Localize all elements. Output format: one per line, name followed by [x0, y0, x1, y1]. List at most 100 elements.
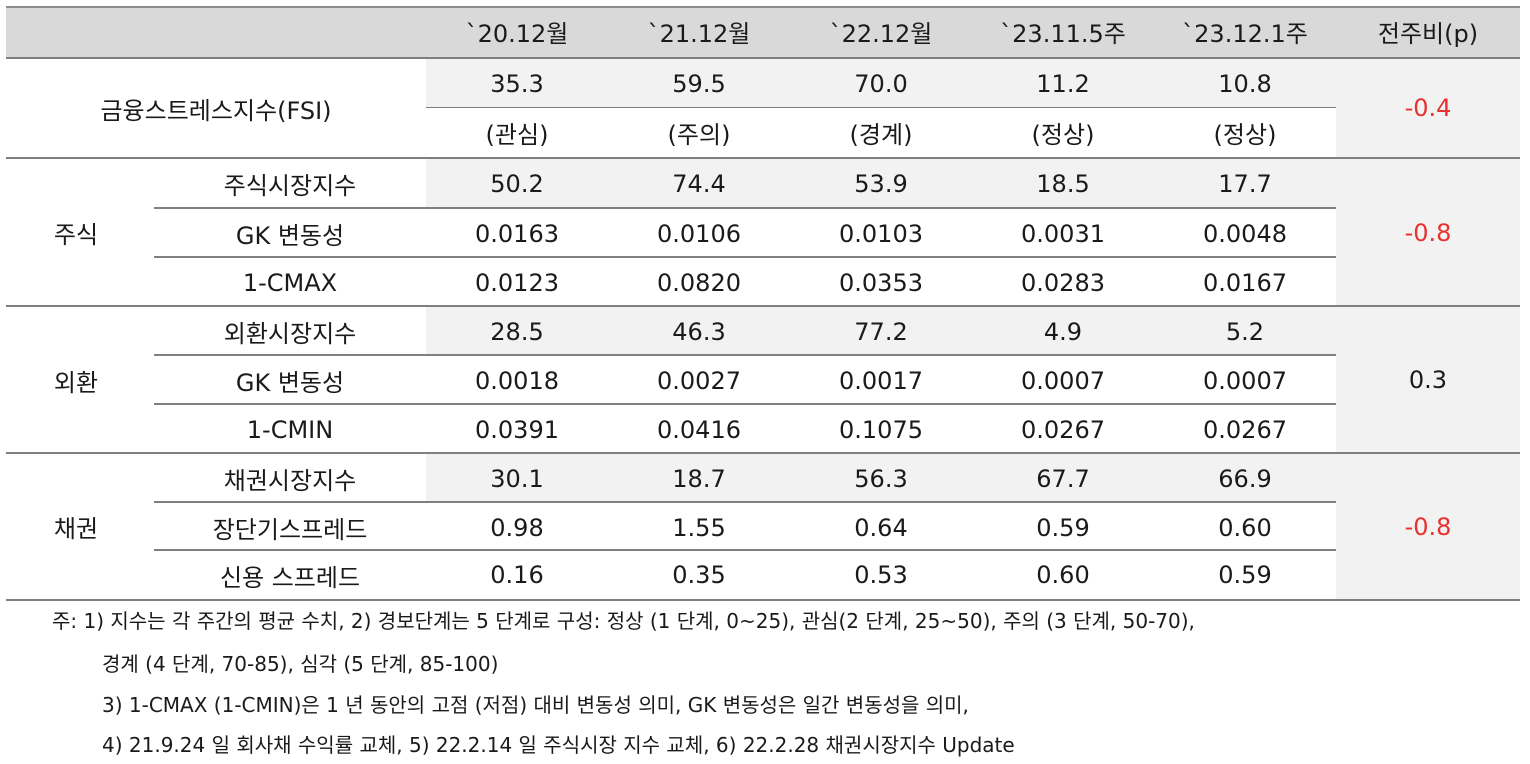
row-value: 0.0031: [1021, 219, 1105, 248]
row-value: 0.0267: [1203, 415, 1287, 444]
header-col-2012: `20.12월: [465, 20, 569, 48]
row-rule: [154, 549, 1336, 551]
row-label: 채권시장지수: [223, 467, 357, 495]
fsi-value: 59.5: [672, 69, 726, 98]
row-label: 1-CMAX: [242, 268, 338, 297]
fsi-bottom-rule: [6, 157, 1520, 159]
row-rule: [154, 256, 1336, 258]
table-row: 신용 스프레드 0.16 0.35 0.53 0.60 0.59: [6, 551, 1520, 599]
row-label: 신용 스프레드: [219, 563, 361, 592]
fsi-change: -0.4: [1404, 94, 1452, 122]
header-col-change: 전주비(p): [1377, 20, 1479, 48]
row-label: 주식시장지수: [223, 172, 357, 200]
row-value: 0.59: [1036, 513, 1090, 542]
row-rule: [154, 207, 1336, 209]
row-value: 0.0416: [657, 415, 741, 444]
header-col-2112: `21.12월: [647, 20, 751, 48]
header-top-rule: [6, 6, 1520, 8]
row-rule: [154, 501, 1336, 503]
fsi-values-shade: [426, 59, 1336, 108]
fsi-values-row: 35.3 59.5 70.0 11.2 10.8: [6, 59, 1520, 108]
fsi-label: 금융스트레스지수(FSI): [100, 96, 332, 125]
footnote-line-3: 3) 1-CMAX (1-CMIN)은 1 년 동안의 고점 (저점) 대비 변…: [102, 693, 969, 717]
row-value: 4.9: [1043, 317, 1083, 346]
group-label-bond: 채권: [53, 515, 99, 543]
row-value: 28.5: [490, 317, 544, 346]
row-value: 0.0007: [1021, 366, 1105, 395]
fsi-status: (관심): [485, 121, 549, 149]
row-value: 0.60: [1036, 561, 1090, 589]
row-value: 1.55: [672, 513, 726, 542]
row-value: 66.9: [1218, 464, 1272, 493]
row-value: 0.0391: [475, 415, 559, 444]
row-value: 0.1075: [839, 415, 923, 444]
table-row: GK 변동성 0.0018 0.0027 0.0017 0.0007 0.000…: [6, 356, 1520, 405]
row-value: 0.0103: [839, 219, 923, 248]
footnote-line-1: 주: 1) 지수는 각 주간의 평균 수치, 2) 경보단계는 5 단계로 구성…: [52, 609, 1195, 633]
row-value: 0.0007: [1203, 366, 1287, 395]
row-value: 56.3: [854, 464, 908, 493]
row-value: 0.64: [854, 513, 908, 542]
row-value: 0.35: [672, 561, 726, 589]
group-change-fx: 0.3: [1408, 366, 1448, 394]
row-value: 18.7: [672, 464, 726, 493]
table-row: 1-CMAX 0.0123 0.0820 0.0353 0.0283 0.016…: [6, 258, 1520, 307]
row-label: 1-CMIN: [246, 415, 334, 444]
fsi-status: (정상): [1213, 121, 1277, 149]
footnote-line-4: 4) 21.9.24 일 회사채 수익률 교체, 5) 22.2.14 일 주식…: [102, 733, 1015, 757]
fsi-status: (주의): [667, 121, 731, 149]
row-value: 46.3: [672, 317, 726, 346]
table-row: 외환시장지수 28.5 46.3 77.2 4.9 5.2: [6, 307, 1520, 356]
bond-index-shade: [426, 454, 1336, 503]
table-row: 장단기스프레드 0.98 1.55 0.64 0.59 0.60: [6, 503, 1520, 552]
row-value: 0.0048: [1203, 219, 1287, 248]
fsi-value: 11.2: [1036, 69, 1090, 98]
table-row: 1-CMIN 0.0391 0.0416 0.1075 0.0267 0.026…: [6, 405, 1520, 454]
row-value: 0.60: [1218, 513, 1272, 542]
row-value: 77.2: [854, 317, 908, 346]
table-row: 주식시장지수 50.2 74.4 53.9 18.5 17.7: [6, 159, 1520, 208]
row-value: 0.16: [490, 561, 544, 589]
group-change-bond: -0.8: [1404, 512, 1452, 541]
row-value: 0.98: [490, 513, 544, 542]
row-value: 0.0820: [657, 268, 741, 297]
row-value: 30.1: [490, 464, 544, 493]
stock-index-shade: [426, 159, 1336, 208]
row-rule: [154, 403, 1336, 405]
group-label-stock: 주식: [53, 221, 99, 249]
header-bottom-rule: [6, 57, 1520, 59]
group-bottom-rule: [6, 305, 1520, 307]
row-value: 0.0018: [475, 366, 559, 395]
row-value: 17.7: [1218, 169, 1272, 198]
fsi-value: 35.3: [490, 69, 544, 98]
header-row: `20.12월 `21.12월 `22.12월 `23.11.5주 `23.12…: [6, 6, 1520, 57]
fx-index-shade: [426, 307, 1336, 356]
fsi-value: 70.0: [854, 69, 908, 98]
row-value: 0.0353: [839, 268, 923, 297]
row-label: GK 변동성: [235, 222, 345, 250]
row-value: 0.0123: [475, 268, 559, 297]
row-label: 외환시장지수: [223, 320, 357, 348]
row-value: 0.0027: [657, 366, 741, 395]
fsi-status-row: (관심) (주의) (경계) (정상) (정상): [6, 108, 1520, 157]
row-value: 0.0167: [1203, 268, 1287, 297]
fsi-status: (정상): [1031, 121, 1095, 149]
row-rule: [154, 354, 1336, 356]
row-value: 0.0283: [1021, 268, 1105, 297]
group-bottom-rule: [6, 452, 1520, 454]
stock-change-shade: [1336, 159, 1520, 306]
row-value: 0.53: [854, 561, 908, 589]
bond-change-shade: [1336, 454, 1520, 599]
row-label: GK 변동성: [235, 369, 345, 397]
row-value: 74.4: [672, 169, 726, 198]
row-value: 50.2: [490, 169, 544, 198]
table-bottom-rule: [6, 599, 1520, 601]
footnote-line-2: 경계 (4 단계, 70-85), 심각 (5 단계, 85-100): [102, 652, 499, 676]
fx-change-shade: [1336, 307, 1520, 453]
fsi-inner-rule: [426, 107, 1336, 108]
row-value: 0.0163: [475, 219, 559, 248]
row-value: 0.59: [1218, 561, 1272, 589]
table-row: 채권시장지수 30.1 18.7 56.3 67.7 66.9: [6, 454, 1520, 503]
header-col-23121: `23.12.1주: [1182, 20, 1308, 48]
row-value: 0.0267: [1021, 415, 1105, 444]
